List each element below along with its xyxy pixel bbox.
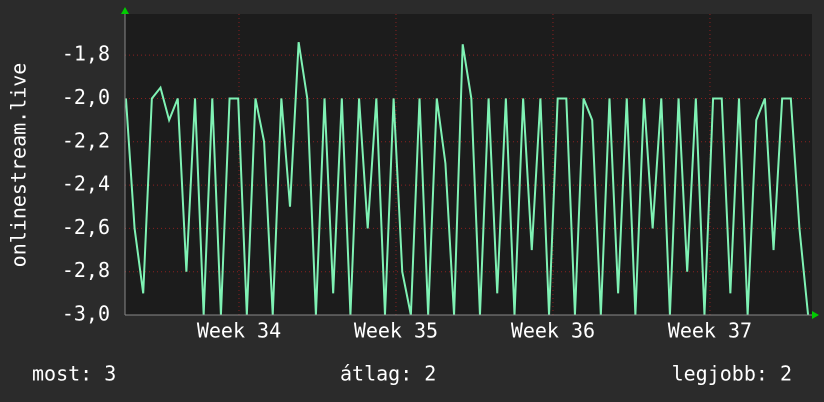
x-tick-label: Week 37 <box>668 319 752 343</box>
x-tick-label: Week 34 <box>197 319 281 343</box>
y-tick-label: -3,0 <box>62 302 110 326</box>
x-arrow <box>812 311 819 319</box>
y-tick-label: -2,0 <box>62 85 110 109</box>
y-tick-label: -1,8 <box>62 42 110 66</box>
x-tick-label: Week 35 <box>354 319 438 343</box>
y-tick-label: -2,6 <box>62 215 110 239</box>
series-line <box>124 41 810 316</box>
y-axis-label: onlinestream.live <box>7 63 31 268</box>
y-tick-label: -2,4 <box>62 172 110 196</box>
y-tick-label: -2,8 <box>62 258 110 282</box>
y-arrow <box>121 7 129 14</box>
y-tick-label: -2,2 <box>62 128 110 152</box>
plot-area <box>125 14 812 315</box>
stat-best: legjobb: 2 <box>672 362 792 386</box>
stat-current: most: 3 <box>32 362 116 386</box>
stat-average: átlag: 2 <box>340 362 436 386</box>
x-tick-label: Week 36 <box>511 319 595 343</box>
